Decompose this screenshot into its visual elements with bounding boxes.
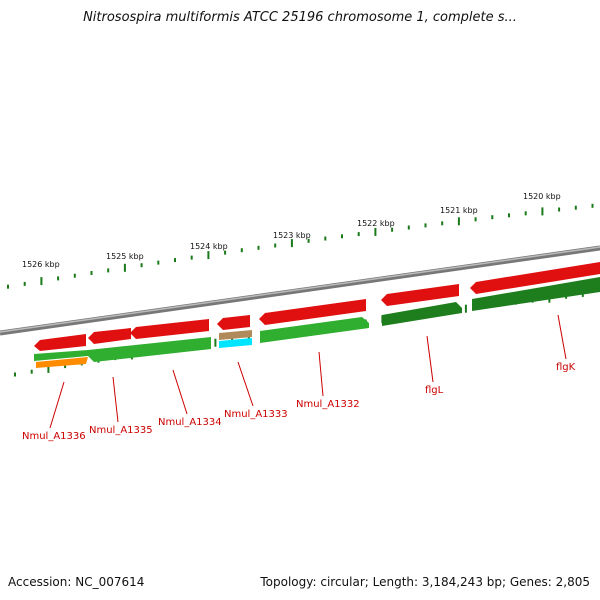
- gene-label-leaders: [49, 314, 567, 429]
- outer-scale-tick: [240, 248, 243, 253]
- gene-nmul-a1333-misc[interactable]: [219, 330, 252, 340]
- outer-scale-tick: [224, 250, 227, 255]
- scale-label-1521: 1521 kbp: [440, 206, 478, 215]
- outer-scale-tick: [441, 221, 444, 226]
- scale-label-1523: 1523 kbp: [273, 231, 311, 240]
- leader-nmul-a1332: [318, 351, 324, 397]
- outer-scale-tick: [574, 205, 577, 210]
- outer-scale-tick: [591, 203, 594, 208]
- outer-scale-tick: [107, 268, 110, 273]
- outer-scale-tick: [558, 207, 561, 212]
- outer-scale-tick: [407, 225, 410, 230]
- gene-nmul-a1336-forward[interactable]: [34, 334, 86, 351]
- outer-scale-tick: [508, 213, 510, 218]
- outer-scale-tick: [174, 258, 176, 263]
- gene-nmul-a1332-forward[interactable]: [259, 299, 366, 325]
- outer-scale-tick: [324, 236, 327, 241]
- outer-scale-tick: [307, 238, 310, 243]
- inner-scale-tick: [464, 304, 467, 313]
- gene-label-nmul-a1332[interactable]: Nmul_A1332: [296, 399, 360, 410]
- gene-nmul-a1334-forward[interactable]: [130, 319, 209, 339]
- gene-nmul-a1335-forward[interactable]: [88, 328, 131, 344]
- gene-flgk-forward[interactable]: [470, 262, 600, 294]
- outer-scale-tick: [257, 245, 260, 250]
- outer-scale-tick: [474, 217, 477, 222]
- outer-scale-tick: [90, 271, 93, 275]
- accession-text: Accession: NC_007614: [8, 575, 145, 589]
- inner-scale-tick: [14, 372, 16, 377]
- gene-label-nmul-a1335[interactable]: Nmul_A1335: [89, 425, 153, 436]
- outer-scale-tick: [524, 211, 527, 216]
- gene-label-nmul-a1333[interactable]: Nmul_A1333: [224, 409, 288, 420]
- forward-strand-genes: [34, 262, 600, 351]
- leader-nmul-a1335: [112, 376, 119, 423]
- inner-scale-tick: [214, 338, 217, 347]
- inner-scale-tick: [247, 335, 250, 340]
- outer-scale-tick: [457, 217, 460, 226]
- outer-scale-tick: [424, 223, 427, 228]
- chromosome-backbone: [0, 245, 600, 336]
- gene-flgl-reverse[interactable]: [382, 302, 462, 326]
- scale-label-1525: 1525 kbp: [106, 252, 144, 261]
- scale-labels: 1526 kbp 1525 kbp 1524 kbp 1523 kbp 1522…: [22, 192, 561, 269]
- genome-summary-text: Topology: circular; Length: 3,184,243 bp…: [260, 575, 590, 589]
- gene-label-flgk[interactable]: flgK: [556, 362, 576, 373]
- map-title: Nitrosospira multiformis ATCC 25196 chro…: [83, 10, 517, 25]
- scale-label-1522: 1522 kbp: [357, 219, 395, 228]
- gene-nmul-a1336-pseudo[interactable]: [36, 357, 88, 368]
- outer-scale-tick: [140, 263, 143, 268]
- outer-scale-tick: [290, 239, 293, 248]
- leader-flgl: [426, 335, 434, 383]
- gene-nmul-a1333-rna[interactable]: [219, 338, 252, 348]
- leader-nmul-a1334: [172, 369, 188, 415]
- gene-flgl-forward[interactable]: [381, 284, 459, 306]
- scale-label-1524: 1524 kbp: [190, 242, 228, 251]
- gene-label-flgl[interactable]: flgL: [425, 385, 444, 396]
- inner-scale-tick: [64, 364, 67, 369]
- outer-scale-tick: [123, 263, 126, 272]
- inner-scale-tick: [47, 364, 50, 373]
- gene-flgk-reverse[interactable]: [472, 277, 600, 311]
- gene-nmul-a1333-forward[interactable]: [217, 315, 250, 330]
- outer-scale-tick: [7, 284, 9, 289]
- outer-scale-tick: [274, 243, 277, 248]
- outer-scale-tick: [40, 277, 43, 286]
- scale-label-1526: 1526 kbp: [22, 260, 60, 269]
- outer-scale-tick: [207, 251, 210, 260]
- outer-scale-tick: [57, 276, 60, 281]
- gene-label-nmul-a1334[interactable]: Nmul_A1334: [158, 417, 222, 428]
- inner-scale-tick: [30, 369, 33, 374]
- outer-scale-tick: [341, 234, 343, 239]
- outer-scale-tick: [157, 260, 160, 265]
- inner-scale-tick: [581, 292, 584, 297]
- outer-scale-tick: [374, 227, 377, 236]
- leader-nmul-a1336: [49, 381, 65, 429]
- outer-scale-tick: [491, 215, 494, 220]
- leader-nmul-a1333: [237, 361, 254, 407]
- outer-tick-row: [7, 203, 594, 289]
- gene-nmul-a1332-reverse[interactable]: [260, 317, 369, 343]
- outer-scale-tick: [190, 255, 193, 260]
- gene-labels: Nmul_A1336 Nmul_A1335 Nmul_A1334 Nmul_A1…: [22, 362, 576, 442]
- outer-scale-tick: [357, 232, 360, 237]
- outer-scale-tick: [23, 281, 26, 286]
- gene-nmul-a1335-reverse[interactable]: [88, 337, 211, 362]
- gene-label-nmul-a1336[interactable]: Nmul_A1336: [22, 431, 86, 442]
- chromosome-backbone-highlight: [0, 246, 600, 333]
- outer-scale-tick: [391, 227, 394, 232]
- outer-scale-tick: [541, 207, 544, 216]
- leader-flgk: [557, 314, 567, 360]
- gene-nmul-a1336-reverse[interactable]: [34, 350, 88, 361]
- outer-scale-tick: [73, 273, 76, 278]
- reverse-strand-genes: [34, 277, 600, 368]
- scale-label-1520: 1520 kbp: [523, 192, 561, 201]
